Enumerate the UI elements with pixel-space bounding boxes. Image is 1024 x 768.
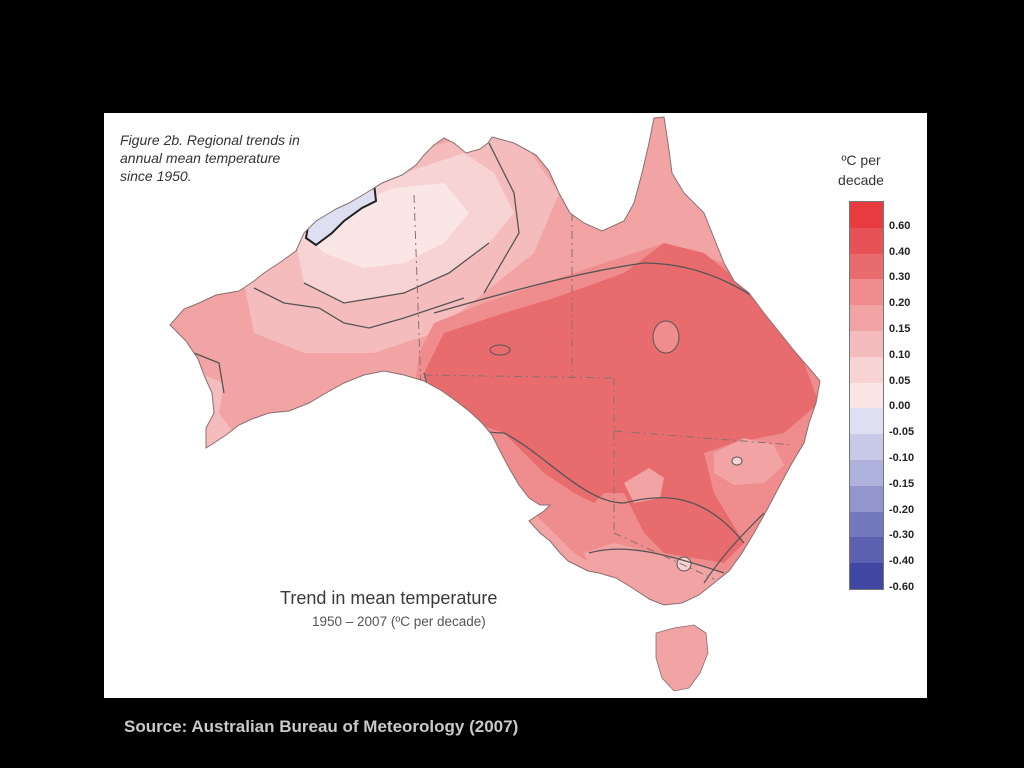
legend-label: 0.30 — [889, 271, 911, 284]
legend-title-line: decade — [838, 172, 884, 188]
legend-swatch — [850, 408, 883, 435]
legend-label: 0.40 — [889, 245, 911, 258]
legend-label: 0.05 — [889, 374, 911, 387]
tasmania — [655, 624, 709, 692]
legend-swatch — [850, 253, 883, 280]
legend-swatch — [850, 305, 883, 331]
caption-line: annual mean temperature — [120, 150, 281, 166]
legend-swatch — [850, 485, 883, 512]
legend-label: 0.60 — [889, 219, 911, 232]
legend-label: -0.30 — [889, 529, 915, 542]
legend-swatch — [850, 537, 883, 564]
legend-label: 0.00 — [889, 400, 911, 413]
legend-swatch — [850, 356, 883, 383]
legend-swatch — [850, 227, 883, 254]
legend-swatch — [850, 382, 883, 409]
legend-label: -0.40 — [889, 555, 915, 568]
legend-label: 0.20 — [889, 297, 911, 310]
legend-title-line: ºC per — [841, 152, 881, 168]
legend-swatch — [850, 434, 883, 460]
legend-swatch — [850, 459, 883, 486]
legend-swatch — [850, 563, 883, 589]
caption-line: since 1950. — [120, 168, 192, 184]
legend-label: -0.60 — [889, 581, 915, 593]
legend-label: -0.15 — [889, 477, 915, 490]
map-subtitle: 1950 – 2007 (ºC per decade) — [312, 614, 486, 629]
legend-swatch — [850, 330, 883, 357]
legend-swatch — [850, 511, 883, 538]
legend-swatch — [850, 279, 883, 306]
legend-label: 0.15 — [889, 323, 911, 335]
legend-label: -0.10 — [889, 452, 915, 464]
australia-temperature-map — [169, 116, 821, 692]
source-credit: Source: Australian Bureau of Meteorology… — [124, 717, 519, 736]
figure-panel: Figure 2b. Regional trends in annual mea… — [104, 113, 927, 698]
legend-color-bar — [849, 201, 884, 590]
caption-line: Figure 2b. Regional trends in — [120, 132, 300, 148]
legend-label: -0.20 — [889, 503, 915, 516]
legend-label: 0.10 — [889, 348, 911, 361]
legend-swatch — [850, 202, 883, 228]
legend-label: -0.05 — [889, 426, 915, 439]
map-title: Trend in mean temperature — [280, 588, 498, 608]
legend-title: ºC per decade — [826, 150, 896, 190]
figure-caption: Figure 2b. Regional trends in annual mea… — [120, 131, 360, 185]
